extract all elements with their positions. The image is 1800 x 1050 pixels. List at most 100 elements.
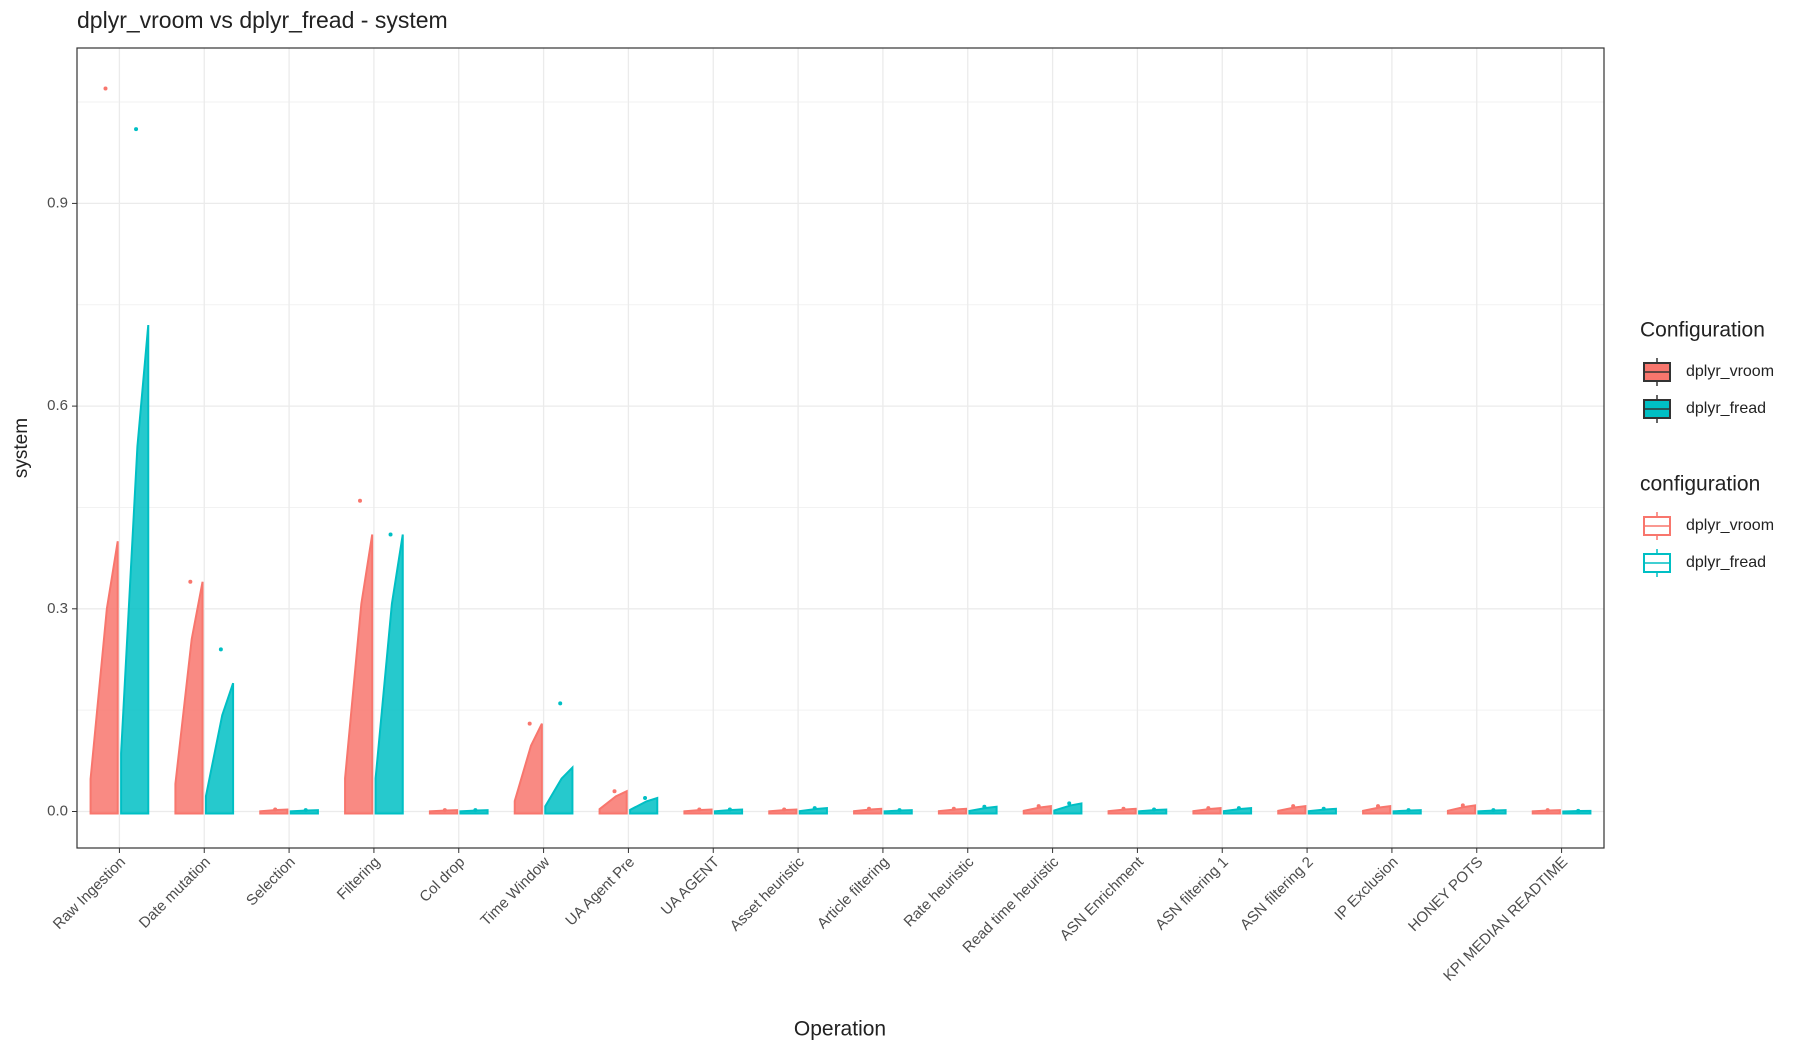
range-body [459, 809, 489, 815]
max-point [1121, 806, 1126, 811]
range-body [1022, 804, 1052, 815]
range-body [937, 807, 968, 815]
legend-label: dplyr_vroom [1686, 363, 1774, 380]
range-body [1138, 808, 1168, 815]
range-body [89, 541, 119, 815]
legend-label: dplyr_fread [1686, 400, 1766, 417]
range-body [204, 682, 235, 815]
legend-title: configuration [1640, 473, 1760, 496]
range-body [713, 808, 744, 815]
plot-border [76, 47, 1605, 849]
legend-label: dplyr_fread [1686, 554, 1766, 571]
x-tick-label: ASN filtering 1 [1152, 854, 1232, 934]
x-tick-label: Article filtering [814, 854, 893, 933]
max-point [218, 647, 223, 652]
x-tick-label: Read time heuristic [959, 853, 1062, 956]
max-point [1406, 808, 1411, 813]
x-tick-label: HONEY POTS [1405, 854, 1486, 935]
range-body [513, 723, 543, 815]
legend-title: Configuration [1640, 319, 1765, 342]
x-tick-label: Col drop [416, 854, 468, 906]
range-body [1192, 807, 1222, 815]
max-point [442, 808, 447, 813]
range-body [683, 808, 713, 815]
range-body [1477, 809, 1507, 815]
range-body [1446, 804, 1477, 815]
max-point [1067, 801, 1072, 806]
max-point [188, 579, 193, 584]
range-body [1277, 804, 1307, 815]
legend-label: dplyr_vroom [1686, 517, 1774, 534]
max-point [1206, 806, 1211, 811]
range-body [1362, 804, 1392, 815]
x-tick-label: ASN filtering 2 [1237, 854, 1317, 934]
max-point [558, 701, 563, 706]
range-body [798, 807, 828, 815]
max-point [1491, 808, 1496, 813]
x-tick-label: IP Exclusion [1331, 854, 1401, 924]
max-point [103, 86, 108, 91]
range-body [344, 534, 374, 815]
range-body [1107, 807, 1137, 815]
range-body [1053, 802, 1083, 815]
max-point [1291, 804, 1296, 809]
y-tick-label: 0.3 [47, 600, 68, 617]
max-point [1152, 807, 1157, 812]
max-point [1576, 808, 1581, 813]
x-axis-label: Operation [794, 1018, 886, 1041]
x-tick-label: Selection [243, 854, 299, 910]
range-body [768, 808, 798, 815]
x-tick-label: UA Agent Pre [562, 854, 638, 930]
max-point [303, 808, 308, 813]
max-point [1036, 804, 1041, 809]
max-point [1460, 803, 1465, 808]
max-point [273, 807, 278, 812]
range-body [1222, 807, 1253, 815]
max-point [1376, 804, 1381, 809]
range-body [174, 581, 204, 815]
max-point [812, 806, 817, 811]
range-body [259, 808, 289, 815]
max-point [527, 721, 532, 726]
y-tick-label: 0.6 [47, 397, 68, 414]
range-body [544, 765, 574, 815]
range-body [1392, 809, 1422, 815]
x-tick-label: UA AGENT [658, 854, 723, 919]
x-tick-label: Raw Ingestion [50, 854, 129, 933]
range-body [968, 805, 998, 815]
y-axis-label: system [11, 418, 32, 478]
x-tick-label: Rate heuristic [901, 853, 978, 930]
range-body [598, 789, 628, 815]
max-point [1545, 808, 1550, 813]
max-point [782, 807, 787, 812]
max-point [134, 127, 139, 132]
range-body [428, 809, 459, 815]
max-point [612, 789, 617, 794]
max-point [982, 804, 987, 809]
max-point [727, 807, 732, 812]
range-body [120, 324, 150, 815]
range-body [853, 807, 883, 815]
range-body [289, 809, 319, 815]
max-point [951, 806, 956, 811]
range-body [1307, 807, 1337, 815]
y-tick-label: 0.9 [47, 194, 68, 211]
x-tick-label: Date mutation [136, 854, 214, 932]
plot-background [77, 48, 1604, 848]
x-tick-label: ASN Enrichment [1057, 853, 1148, 944]
range-body [1531, 809, 1561, 815]
max-point [697, 807, 702, 812]
max-point [897, 808, 902, 813]
x-tick-label: Filtering [334, 854, 384, 904]
max-point [473, 808, 478, 813]
max-point [1236, 806, 1241, 811]
max-point [1321, 806, 1326, 811]
max-point [388, 532, 393, 537]
range-body [883, 809, 913, 815]
max-point [358, 498, 363, 503]
max-point [867, 806, 872, 811]
x-tick-label: Time Window [477, 853, 553, 929]
range-body [629, 796, 659, 815]
y-tick-label: 0.0 [47, 802, 68, 819]
